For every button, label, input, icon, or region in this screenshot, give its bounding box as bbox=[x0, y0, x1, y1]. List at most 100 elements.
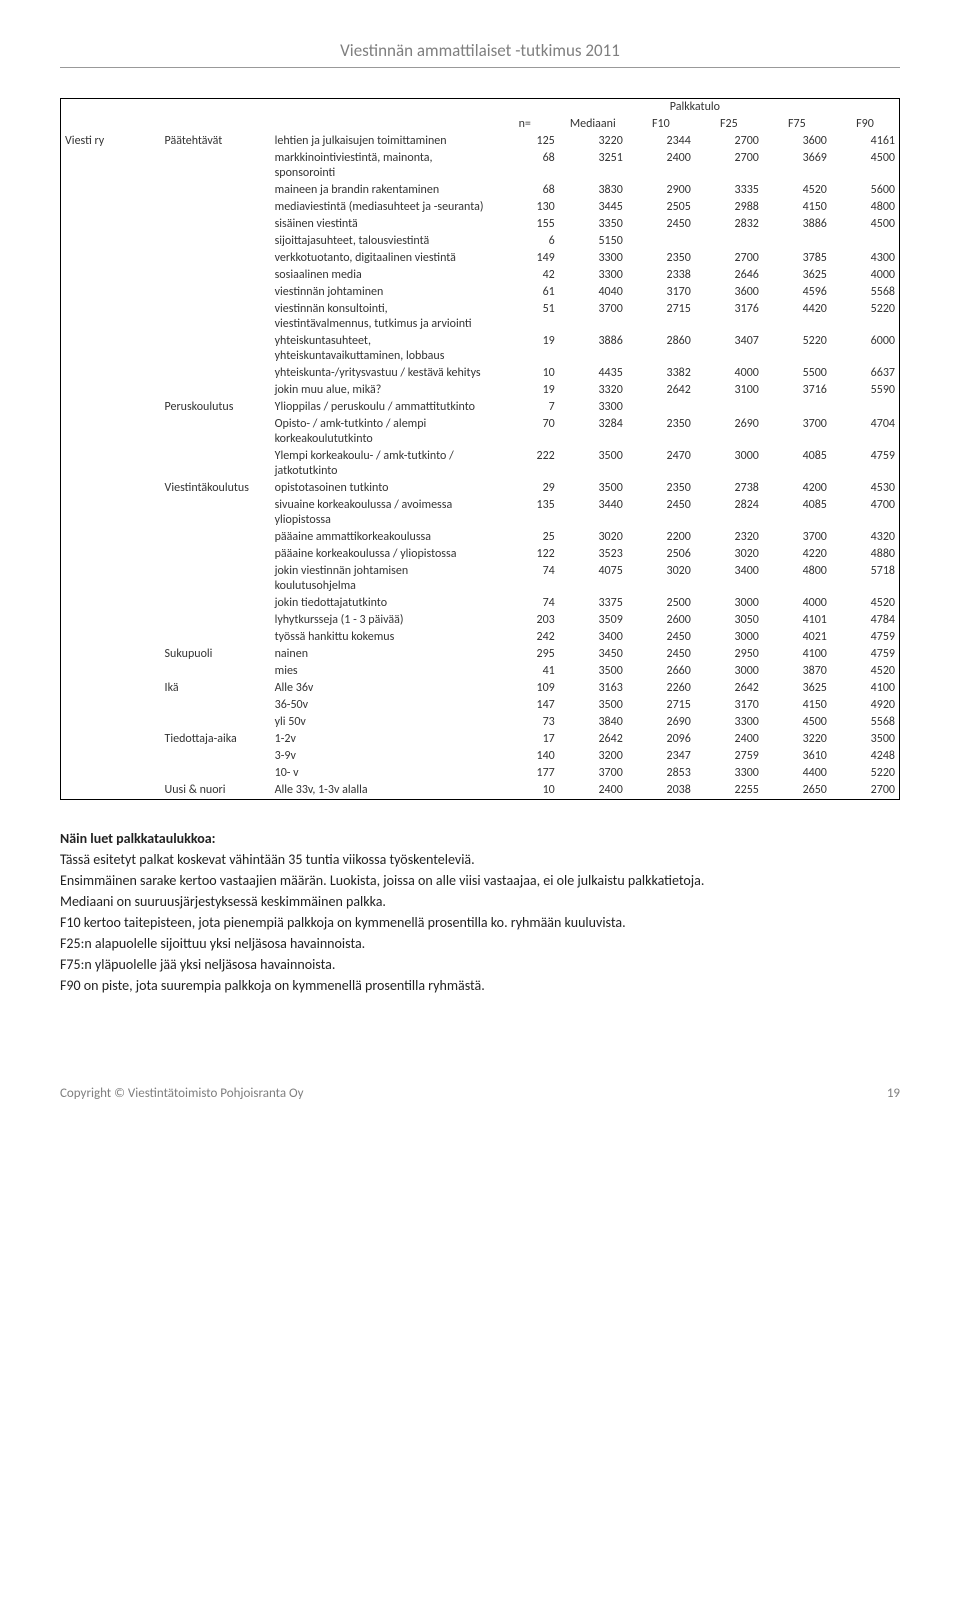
num-cell-med: 3500 bbox=[559, 663, 627, 680]
num-cell-f25: 2759 bbox=[695, 748, 763, 765]
num-cell-f90: 4530 bbox=[831, 480, 900, 497]
num-cell-n: 135 bbox=[491, 497, 559, 529]
num-cell-f25: 2832 bbox=[695, 216, 763, 233]
num-cell-f90: 4800 bbox=[831, 199, 900, 216]
group1-cell bbox=[61, 150, 161, 182]
num-cell-n: 125 bbox=[491, 133, 559, 150]
notes-line: Tässä esitetyt palkat koskevat vähintään… bbox=[60, 849, 900, 870]
row-label: verkkotuotanto, digitaalinen viestintä bbox=[271, 250, 491, 267]
num-cell-f25: 3407 bbox=[695, 333, 763, 365]
table-row: viestinnän konsultointi, viestintävalmen… bbox=[61, 301, 900, 333]
num-cell-f25: 2988 bbox=[695, 199, 763, 216]
col-f10: F10 bbox=[627, 116, 695, 133]
group2-cell bbox=[161, 546, 271, 563]
table-row: maineen ja brandin rakentaminen683830290… bbox=[61, 182, 900, 199]
group1-cell bbox=[61, 267, 161, 284]
num-cell-f90: 6637 bbox=[831, 365, 900, 382]
row-label: 10- v bbox=[271, 765, 491, 782]
group2-cell bbox=[161, 697, 271, 714]
num-cell-f25: 2824 bbox=[695, 497, 763, 529]
num-cell-f90: 3500 bbox=[831, 731, 900, 748]
num-cell-f10: 2715 bbox=[627, 697, 695, 714]
num-cell-f90: 5590 bbox=[831, 382, 900, 399]
num-cell-med: 3400 bbox=[559, 629, 627, 646]
num-cell-f90: 5600 bbox=[831, 182, 900, 199]
num-cell-f10: 2450 bbox=[627, 216, 695, 233]
group1-cell bbox=[61, 714, 161, 731]
group2-cell bbox=[161, 250, 271, 267]
num-cell-n: 140 bbox=[491, 748, 559, 765]
table-row: Ylempi korkeakoulu- / amk-tutkinto / jat… bbox=[61, 448, 900, 480]
group2-cell bbox=[161, 301, 271, 333]
num-cell-f10 bbox=[627, 399, 695, 416]
table-row: Viestintäkoulutusopistotasoinen tutkinto… bbox=[61, 480, 900, 497]
notes-line: Mediaani on suuruusjärjestyksessä keskim… bbox=[60, 891, 900, 912]
table-row: yli 50v7338402690330045005568 bbox=[61, 714, 900, 731]
num-cell-f25: 3300 bbox=[695, 714, 763, 731]
row-label: työssä hankittu kokemus bbox=[271, 629, 491, 646]
group1-cell bbox=[61, 301, 161, 333]
num-cell-med: 3251 bbox=[559, 150, 627, 182]
num-cell-f10: 3382 bbox=[627, 365, 695, 382]
notes-line: F25:n alapuolelle sijoittuu yksi neljäso… bbox=[60, 933, 900, 954]
group1-cell bbox=[61, 782, 161, 800]
num-cell-med: 3284 bbox=[559, 416, 627, 448]
group1-cell bbox=[61, 216, 161, 233]
col-f75: F75 bbox=[763, 116, 831, 133]
row-label: sivuaine korkeakoulussa / avoimessa ylio… bbox=[271, 497, 491, 529]
group1-cell bbox=[61, 182, 161, 199]
num-cell-med: 3350 bbox=[559, 216, 627, 233]
num-cell-f75: 4500 bbox=[763, 714, 831, 731]
num-cell-f75: 4101 bbox=[763, 612, 831, 629]
num-cell-n: 203 bbox=[491, 612, 559, 629]
row-label: jokin muu alue, mikä? bbox=[271, 382, 491, 399]
num-cell-med: 3700 bbox=[559, 301, 627, 333]
group1-cell bbox=[61, 399, 161, 416]
num-cell-f90: 4500 bbox=[831, 150, 900, 182]
num-cell-n: 7 bbox=[491, 399, 559, 416]
num-cell-f90: 4759 bbox=[831, 646, 900, 663]
num-cell-med: 3440 bbox=[559, 497, 627, 529]
num-cell-n: 147 bbox=[491, 697, 559, 714]
num-cell-med: 5150 bbox=[559, 233, 627, 250]
num-cell-f25: 3600 bbox=[695, 284, 763, 301]
num-cell-med: 3500 bbox=[559, 448, 627, 480]
num-cell-n: 68 bbox=[491, 182, 559, 199]
num-cell-f90: 4300 bbox=[831, 250, 900, 267]
num-cell-f90: 5568 bbox=[831, 714, 900, 731]
num-cell-f10: 2350 bbox=[627, 250, 695, 267]
num-cell-med: 3500 bbox=[559, 697, 627, 714]
num-cell-f75: 4420 bbox=[763, 301, 831, 333]
num-cell-f90 bbox=[831, 399, 900, 416]
group2-cell bbox=[161, 199, 271, 216]
row-label: yhteiskuntasuhteet, yhteiskuntavaikuttam… bbox=[271, 333, 491, 365]
num-cell-f75: 4220 bbox=[763, 546, 831, 563]
num-cell-f75: 4520 bbox=[763, 182, 831, 199]
num-cell-f10: 2450 bbox=[627, 629, 695, 646]
table-row: Opisto- / amk-tutkinto / alempi korkeako… bbox=[61, 416, 900, 448]
num-cell-f75: 3669 bbox=[763, 150, 831, 182]
group1-cell bbox=[61, 529, 161, 546]
num-cell-f90: 4784 bbox=[831, 612, 900, 629]
num-cell-med: 3840 bbox=[559, 714, 627, 731]
num-cell-n: 149 bbox=[491, 250, 559, 267]
num-cell-f10: 2853 bbox=[627, 765, 695, 782]
num-cell-f25: 3000 bbox=[695, 448, 763, 480]
num-cell-f75: 4150 bbox=[763, 697, 831, 714]
table-row: mies4135002660300038704520 bbox=[61, 663, 900, 680]
num-cell-f90: 4920 bbox=[831, 697, 900, 714]
num-cell-f10: 2690 bbox=[627, 714, 695, 731]
group1-cell bbox=[61, 199, 161, 216]
col-f25: F25 bbox=[695, 116, 763, 133]
num-cell-f75 bbox=[763, 399, 831, 416]
group2-cell bbox=[161, 382, 271, 399]
num-cell-n: 51 bbox=[491, 301, 559, 333]
col-mediaani: Mediaani bbox=[559, 116, 627, 133]
num-cell-f90: 4700 bbox=[831, 497, 900, 529]
num-cell-f25: 2690 bbox=[695, 416, 763, 448]
row-label: nainen bbox=[271, 646, 491, 663]
table-row: jokin tiedottajatutkinto7433752500300040… bbox=[61, 595, 900, 612]
num-cell-f90: 4520 bbox=[831, 595, 900, 612]
table-row: yhteiskuntasuhteet, yhteiskuntavaikuttam… bbox=[61, 333, 900, 365]
group1-cell bbox=[61, 448, 161, 480]
